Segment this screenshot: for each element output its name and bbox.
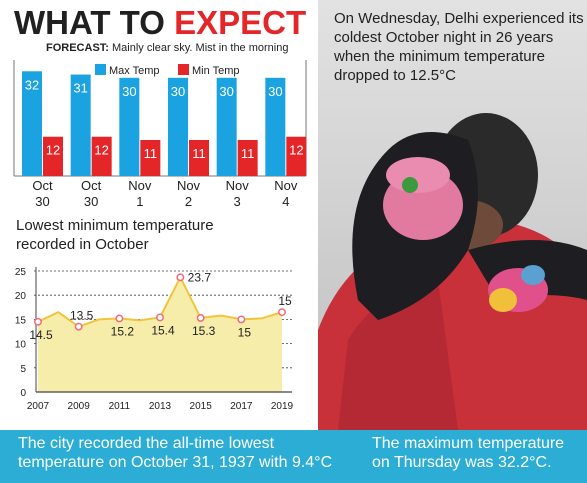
forecast-text: Mainly clear sky. Mist in the morning (108, 42, 289, 54)
area-xtick-2013: 2013 (149, 401, 172, 412)
bar-min-0 (43, 136, 63, 176)
area-xtick-2007: 2007 (27, 401, 50, 412)
bar-min-2 (140, 140, 161, 176)
bar-cat-2-line1: Nov (128, 178, 152, 193)
area-point-2014 (176, 273, 185, 282)
legend-max-swatch (95, 64, 106, 75)
area-point-2007 (34, 317, 42, 326)
bar-cat-1-line2: 30 (84, 194, 98, 209)
bar-cat-5-line2: 4 (282, 194, 289, 209)
bar-cat-5-line1: Nov (274, 178, 298, 193)
bar-label-max-4: 30 (219, 84, 233, 99)
bar-cat-0-line1: Oct (32, 178, 53, 193)
area-label-2011: 15.2 (111, 324, 135, 338)
area-ytick-0: 0 (20, 388, 26, 399)
area-label-2013: 15.4 (151, 323, 175, 337)
area-ytick-5: 5 (20, 364, 26, 375)
bar-label-min-2: 11 (144, 146, 158, 161)
area-ytick-10: 10 (15, 340, 27, 351)
area-chart-title: Lowest minimum temperature recorded in O… (16, 217, 214, 253)
bar-max-4 (216, 77, 237, 176)
bar-min-4 (237, 140, 258, 176)
bar-label-min-3: 11 (192, 146, 206, 161)
bar-cat-4-line2: 3 (234, 194, 241, 209)
area-point-2015 (196, 313, 205, 322)
area-point-2019 (278, 308, 286, 317)
forecast-label: FORECAST: (46, 42, 109, 54)
bar-label-max-0: 32 (25, 77, 39, 92)
area-xtick-2019: 2019 (271, 401, 294, 412)
bar-label-max-1: 31 (73, 81, 87, 96)
bar-max-0 (22, 71, 42, 176)
area-point-2017 (237, 315, 246, 324)
area-ytick-20: 20 (15, 291, 27, 302)
bar-label-min-4: 11 (241, 146, 255, 161)
bar-label-min-5: 12 (289, 143, 303, 158)
area-point-2013 (156, 313, 164, 322)
area-point-2011 (115, 314, 124, 323)
charts-canvas: 3212Oct303112Oct303011Nov13011Nov23011No… (13, 60, 307, 412)
area-label-2019: 15 (278, 294, 292, 308)
headline-part1: WHAT TO (14, 4, 175, 41)
bar-max-1 (70, 74, 91, 176)
bar-cat-0-line2: 30 (35, 194, 49, 209)
bar-cat-3-line2: 2 (185, 194, 192, 209)
area-label-2009: 13.5 (70, 309, 94, 323)
bar-cat-1-line1: Oct (81, 178, 102, 193)
bar-label-max-2: 30 (122, 84, 136, 99)
headline: WHAT TO EXPECT (14, 4, 306, 42)
area-label-2015: 15.3 (192, 324, 216, 338)
area-ytick-25: 25 (15, 267, 27, 278)
banner-right-text: The maximum temperature on Thursday was … (372, 435, 565, 471)
bar-label-min-1: 12 (94, 143, 108, 158)
area-xtick-2011: 2011 (109, 401, 131, 412)
area-xtick-2017: 2017 (230, 401, 253, 412)
area-xtick-2015: 2015 (190, 401, 213, 412)
bar-cat-3-line1: Nov (177, 178, 201, 193)
area-label-2017: 15 (238, 325, 252, 339)
bar-min-3 (189, 140, 209, 176)
area-xtick-2009: 2009 (68, 401, 91, 412)
forecast-line: FORECAST: Mainly clear sky. Mist in the … (46, 42, 288, 54)
area-label-2007: 14.5 (29, 328, 53, 342)
bar-label-max-3: 30 (171, 84, 185, 99)
bar-max-3 (168, 77, 188, 176)
photo-child-hugging-man (318, 0, 587, 430)
bar-label-max-5: 30 (268, 84, 282, 99)
area-fill (38, 277, 282, 392)
bar-cat-4-line1: Nov (226, 178, 250, 193)
area-ytick-15: 15 (15, 315, 27, 326)
bar-label-min-0: 12 (46, 143, 60, 158)
bar-max-2 (119, 77, 140, 176)
story-text: On Wednesday, Delhi experienced its cold… (334, 10, 584, 84)
legend-min-label: Min Temp (192, 65, 239, 77)
bar-min-1 (91, 136, 112, 176)
bar-max-5 (265, 77, 286, 176)
legend-min-swatch (178, 64, 189, 75)
area-point-2009 (74, 322, 83, 331)
banner: The city recorded the all-time lowest te… (0, 430, 587, 483)
bar-min-5 (286, 136, 307, 176)
bar-cat-2-line2: 1 (136, 194, 143, 209)
legend-max-label: Max Temp (109, 65, 160, 77)
banner-left-text: The city recorded the all-time lowest te… (18, 435, 333, 471)
headline-part2: EXPECT (174, 4, 307, 41)
area-label-2014: 23.7 (188, 270, 212, 284)
